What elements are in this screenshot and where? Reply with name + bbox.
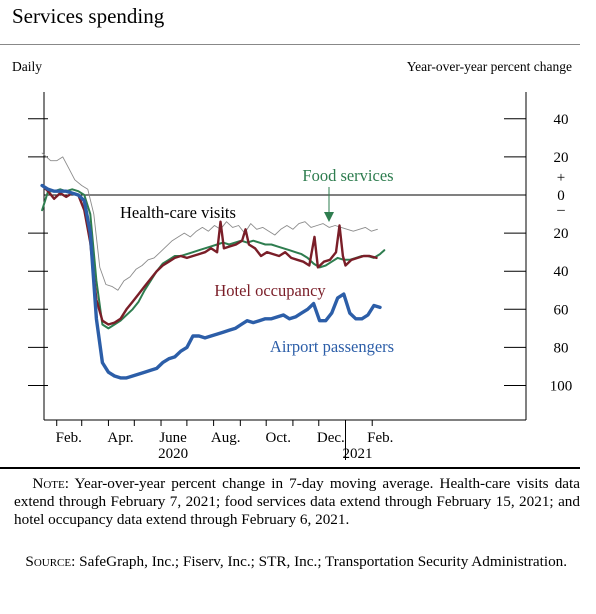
x-tick-label: Oct.	[266, 430, 291, 446]
source-body: SafeGraph, Inc.; Fiserv, Inc.; STR, Inc.…	[79, 553, 568, 570]
series-line-food	[41, 188, 386, 330]
source-label: Source	[25, 553, 72, 570]
x-tick-label: June	[159, 430, 187, 446]
y-tick-label: 0	[557, 188, 565, 204]
food-arrow-head	[324, 212, 334, 222]
top-rule	[0, 44, 580, 45]
series-label-hotel: Hotel occupancy	[214, 281, 326, 300]
series-line-hotel	[40, 184, 378, 326]
series-line-health	[41, 152, 378, 291]
plus-sign-label: +	[557, 170, 565, 186]
y-tick-label: 60	[554, 302, 569, 318]
source-text: Source: SafeGraph, Inc.; Fiserv, Inc.; S…	[25, 553, 568, 570]
bottom-rule	[0, 467, 580, 469]
x-tick-label: Feb.	[56, 430, 82, 446]
y-tick-label: 40	[554, 112, 569, 128]
series-label-health: Health-care visits	[120, 203, 236, 222]
series-label-airport: Airport passengers	[270, 337, 394, 356]
x-tick-label: Apr.	[107, 430, 133, 446]
x-tick-label: Aug.	[211, 430, 241, 446]
year-label: 2021	[343, 446, 373, 462]
y-tick-label: 100	[550, 379, 573, 395]
series-label-food: Food services	[302, 166, 393, 185]
y-tick-label: 80	[554, 340, 569, 356]
chart: 40 20 0 20 40 60 80 100 + – Feb. Apr. June Aug. Oct. De…	[28, 92, 573, 462]
x-tick-label: Feb.	[367, 430, 393, 446]
x-tick-label: Dec.	[317, 430, 345, 446]
left-axis-label: Daily	[12, 59, 42, 74]
note-text: Note: Year-over-year percent change in 7…	[14, 475, 581, 528]
right-axis-label: Year-over-year percent change	[406, 59, 572, 74]
y-tick-label: 40	[554, 264, 569, 280]
note-body: Year-over-year percent change in 7-day m…	[14, 475, 581, 528]
year-label: 2020	[158, 446, 188, 462]
y-tick-label: 20	[554, 150, 569, 166]
note-label: Note	[32, 475, 65, 492]
page-title: Services spending	[12, 4, 165, 28]
series-line-airport	[40, 183, 382, 380]
minus-sign-label: –	[556, 202, 565, 218]
y-tick-label: 20	[554, 226, 569, 242]
